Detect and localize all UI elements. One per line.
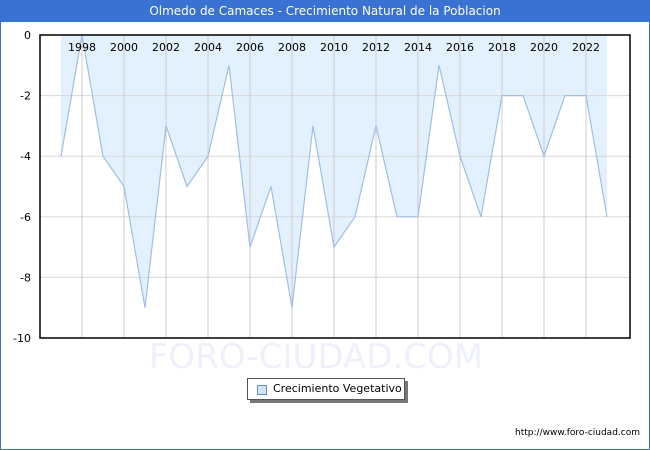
data-line	[60, 34, 608, 308]
y-tick-label: -10	[13, 332, 31, 345]
x-tick-label: 2022	[572, 41, 600, 54]
x-tick-label: 2014	[404, 41, 432, 54]
x-tick-label: 2004	[194, 41, 222, 54]
x-tick-label: 2000	[110, 41, 138, 54]
y-tick-label: -6	[20, 211, 31, 224]
x-tick-label: 1998	[68, 41, 96, 54]
legend: Crecimiento Vegetativo	[247, 378, 405, 400]
legend-swatch-icon	[257, 385, 267, 395]
source-url: http://www.foro-ciudad.com	[515, 428, 640, 438]
x-tick-label: 2008	[278, 41, 306, 54]
x-tick-label: 2020	[530, 41, 558, 54]
grid-lines	[40, 35, 630, 338]
x-tick-label: 2016	[446, 41, 474, 54]
y-tick-label: -8	[20, 271, 31, 284]
chart-title: Olmedo de Camaces - Crecimiento Natural …	[0, 0, 650, 22]
y-tick-label: 0	[24, 29, 31, 42]
x-tick-label: 2010	[320, 41, 348, 54]
tick-labels: 1998 2000 2002 2004 2006 2008 2010 2012 2014 2016…	[13, 29, 600, 345]
y-tick-label: -2	[20, 90, 31, 103]
x-tick-label: 2002	[152, 41, 180, 54]
y-tick-label: -4	[20, 150, 31, 163]
watermark: FORO-CIUDAD.COM	[149, 337, 483, 377]
axes	[39, 34, 631, 339]
x-tick-label: 2018	[488, 41, 516, 54]
x-tick-label: 2006	[236, 41, 264, 54]
x-tick-label: 2012	[362, 41, 390, 54]
legend-label: Crecimiento Vegetativo	[273, 382, 402, 395]
